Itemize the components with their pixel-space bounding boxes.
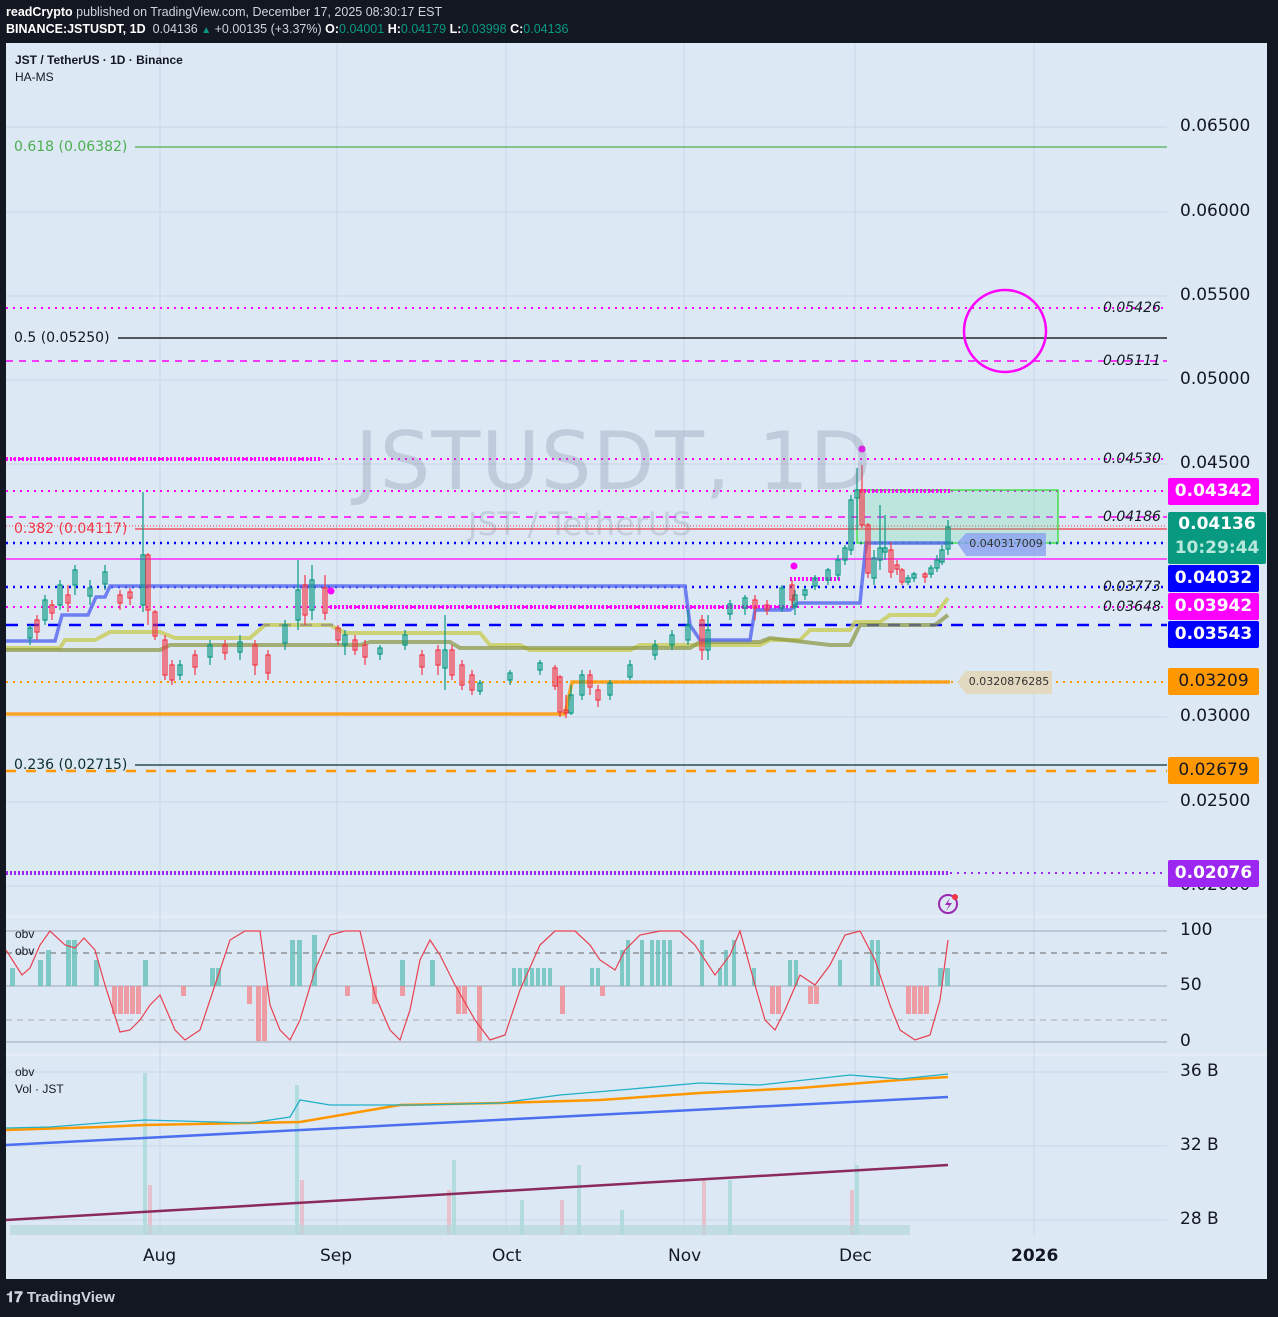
price-axis-label: 0.05500	[1180, 285, 1251, 305]
fib-5-label: 0.5 (0.05250)	[14, 330, 110, 346]
price-change: +0.00135 (+3.37%)	[214, 22, 322, 36]
current-price-tag[interactable]: 0.04136 10:29:44	[1168, 512, 1266, 564]
osc-axis-label: 100	[1180, 920, 1213, 940]
candles	[27, 465, 951, 718]
bar-countdown: 10:29:44	[1174, 538, 1260, 558]
level-label: 0.03648	[1103, 599, 1161, 615]
price-axis-label: 0.06000	[1180, 201, 1251, 221]
low-label: L:	[449, 22, 462, 36]
price-tag-blue[interactable]: 0.04032	[1168, 565, 1259, 592]
level-label: 0.03773	[1103, 579, 1161, 595]
time-axis-label: Oct	[492, 1246, 522, 1266]
tradingview-logo[interactable]: 𝟏𝟕 TradingView	[6, 1289, 115, 1306]
fib-618-label: 0.618 (0.06382)	[14, 139, 128, 155]
vol-axis-label: 28 B	[1180, 1209, 1219, 1229]
brand-name: TradingView	[26, 1289, 115, 1306]
symbol-ohlc-line: BINANCE:JSTUSDT, 1D 0.04136 ▲ +0.00135 (…	[6, 21, 568, 39]
name-watermark: JST / TetherUS	[468, 505, 692, 543]
vol-axis-label: 32 B	[1180, 1135, 1219, 1155]
osc-axis-label: 50	[1180, 975, 1202, 995]
price-axis-label: 0.03000	[1180, 706, 1251, 726]
price-tag-blue[interactable]: 0.03543	[1168, 621, 1259, 648]
price-axis-label: 0.02500	[1180, 791, 1251, 811]
up-arrow-icon: ▲	[201, 25, 212, 36]
price-tag-magenta[interactable]: 0.04342	[1168, 478, 1259, 505]
osc-legend-2[interactable]: obv	[15, 944, 35, 958]
close-value: 0.04136	[523, 22, 569, 36]
high-label: H:	[387, 22, 401, 36]
publish-info: published on TradingView.com, December 1…	[76, 5, 443, 19]
price-axis-label: 0.05000	[1180, 369, 1251, 389]
level-label: 0.04530	[1103, 451, 1161, 467]
high-value: 0.04179	[400, 22, 447, 36]
low-value: 0.03998	[461, 22, 507, 36]
fib-382-label: 0.382 (0.04117)	[14, 521, 128, 537]
osc-legend-1[interactable]: obv	[15, 927, 35, 941]
level-label: 0.05111	[1103, 353, 1161, 369]
vol-axis-label: 36 B	[1180, 1061, 1219, 1081]
osc-axis-label: 0	[1180, 1031, 1191, 1051]
close-label: C:	[510, 22, 524, 36]
level-label: 0.04186	[1103, 509, 1161, 525]
time-axis-label: Sep	[320, 1246, 353, 1266]
price-tag-purple[interactable]: 0.02076	[1168, 860, 1259, 887]
callout-blue[interactable]: 0.040317009	[969, 537, 1043, 550]
symbol-name: BINANCE:JSTUSDT, 1D	[6, 22, 146, 36]
time-axis-label: Nov	[668, 1246, 702, 1266]
legend-title[interactable]: JST / TetherUS · 1D · Binance	[15, 53, 183, 67]
price-tag-magenta[interactable]: 0.03942	[1168, 593, 1259, 620]
price-axis-label: 0.04500	[1180, 453, 1251, 473]
author-name[interactable]: readCrypto	[6, 5, 73, 19]
open-value: 0.04001	[339, 22, 385, 36]
price-tag-orange[interactable]: 0.02679	[1168, 757, 1259, 784]
fib-236-label: 0.236 (0.02715)	[14, 757, 128, 773]
legend-indicator[interactable]: HA-MS	[15, 70, 54, 84]
time-axis-label: Dec	[839, 1246, 872, 1266]
symbol-watermark: JSTUSDT, 1D	[355, 415, 873, 508]
chart-legend: JST / TetherUS · 1D · Binance HA-MS	[15, 52, 183, 86]
publish-header: readCrypto published on TradingView.com,…	[6, 4, 568, 39]
open-label: O:	[325, 22, 340, 36]
tradingview-logo-icon: 𝟏𝟕	[6, 1289, 23, 1306]
current-price: 0.04136	[1178, 514, 1256, 534]
chart-frame[interactable]	[6, 43, 1267, 1279]
vol-legend-2[interactable]: Vol · JST	[15, 1082, 64, 1096]
callout-orange[interactable]: 0.0320876285	[968, 675, 1050, 688]
time-axis-label: 2026	[1011, 1246, 1059, 1266]
last-price: 0.04136	[152, 22, 198, 36]
vol-legend: obv Vol · JST	[15, 1064, 64, 1098]
osc-legend: obv obv	[15, 926, 34, 960]
level-label: 0.05426	[1103, 300, 1161, 316]
alert-bolt-icon	[938, 894, 958, 914]
time-axis-label: Aug	[143, 1246, 177, 1266]
price-axis-label: 0.06500	[1180, 116, 1251, 136]
vol-legend-1[interactable]: obv	[15, 1065, 35, 1079]
price-tag-orange[interactable]: 0.03209	[1168, 668, 1259, 695]
